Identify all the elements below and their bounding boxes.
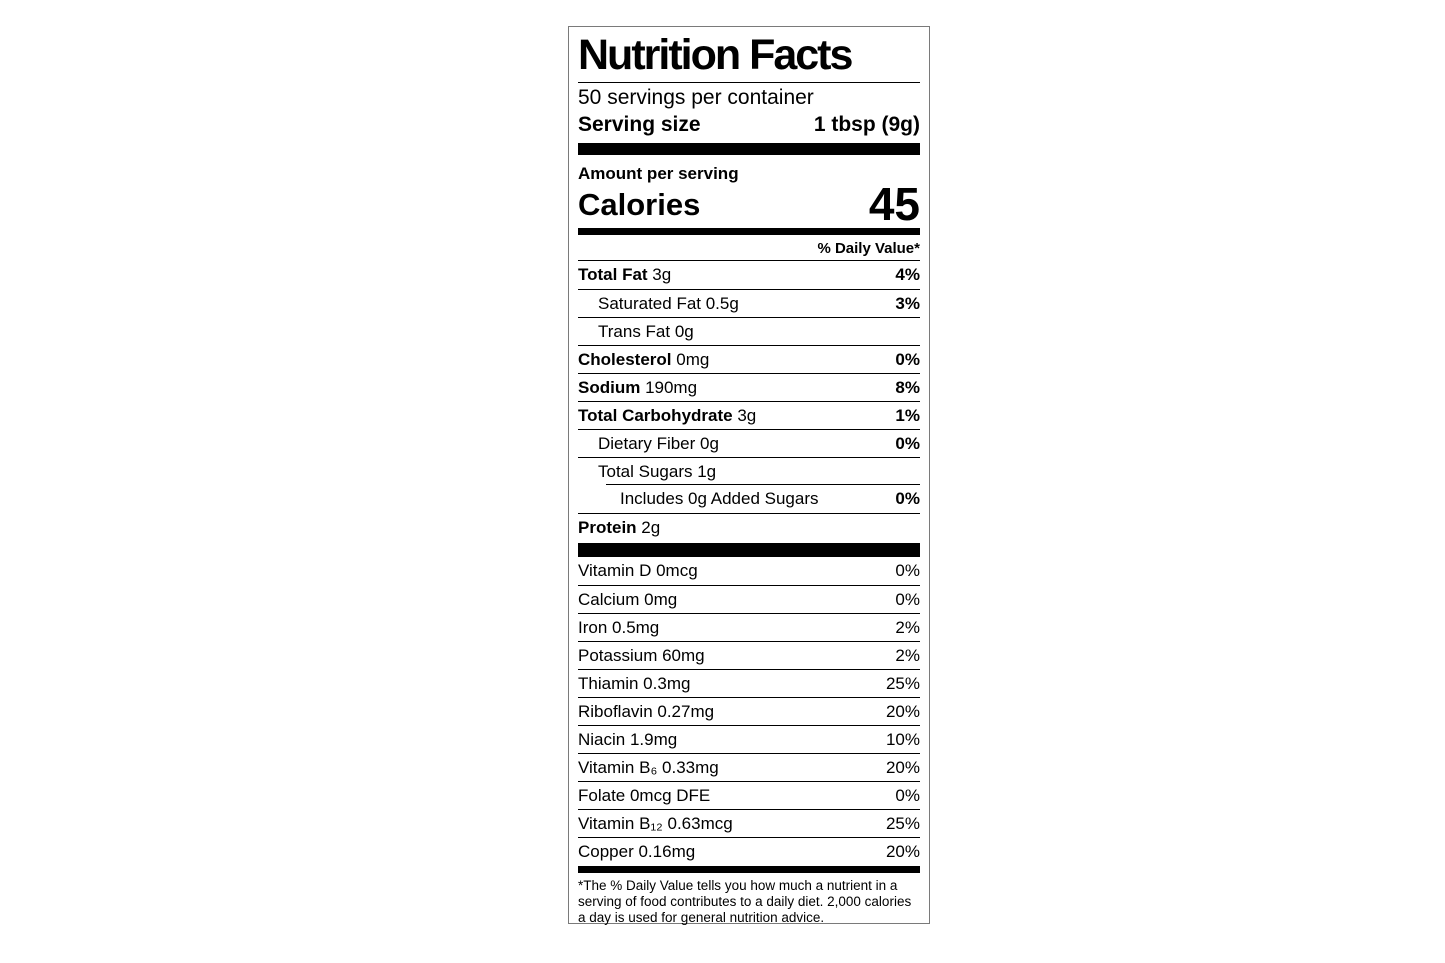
daily-value-footnote: *The % Daily Value tells you how much a … (578, 878, 912, 925)
divider-bar-thick (578, 143, 920, 155)
nutrient-text: Total Carbohydrate 3g (578, 406, 757, 425)
nutrient-text: Iron 0.5mg (578, 618, 660, 637)
micronutrient-row: Potassium 60mg 2% (578, 641, 920, 669)
serving-size-value: 1 tbsp (9g) (813, 113, 920, 136)
micronutrient-row: Thiamin 0.3mg 25% (578, 669, 920, 697)
daily-value-percent: 20% (885, 758, 920, 777)
nutrient-text: Copper 0.16mg (578, 842, 696, 861)
micronutrient-row: Vitamin B₆ 0.33mg 20% (578, 753, 920, 781)
servings-per-container: 50 servings per container (578, 86, 814, 109)
daily-value-percent: 20% (885, 702, 920, 721)
nutrient-row: Includes 0g Added Sugars 0% (578, 484, 920, 513)
amount-per-serving-label: Amount per serving (578, 164, 739, 183)
nutrient-row: Trans Fat 0g (578, 317, 920, 345)
nutrient-text: Calcium 0mg (578, 590, 678, 609)
nutrient-rows: Total Fat 3g 4% Saturated Fat 0.5g 3% Trans … (578, 261, 920, 541)
daily-value-percent: 0% (895, 561, 920, 580)
nutrient-text: Dietary Fiber 0g (598, 434, 719, 453)
daily-value-percent: 10% (885, 730, 920, 749)
title-divider (578, 82, 920, 83)
micronutrient-row: Copper 0.16mg 20% (578, 837, 920, 865)
daily-value-header: % Daily Value* (578, 235, 920, 261)
daily-value-percent: 25% (885, 674, 920, 693)
daily-value-percent: 3% (895, 294, 920, 313)
micronutrient-row: Iron 0.5mg 2% (578, 613, 920, 641)
nutrient-text: Vitamin B₁₂ 0.63mcg (578, 814, 733, 833)
divider-bar-footer (578, 866, 920, 873)
micronutrient-row: Calcium 0mg 0% (578, 585, 920, 613)
nutrient-row: Dietary Fiber 0g 0% (578, 429, 920, 457)
daily-value-percent: 2% (895, 646, 920, 665)
daily-value-percent: 0% (895, 350, 920, 369)
daily-value-percent: 8% (895, 378, 920, 397)
nutrient-text: Vitamin D 0mcg (578, 561, 698, 580)
nutrient-text: Niacin 1.9mg (578, 730, 678, 749)
nutrient-row: Protein 2g (578, 513, 920, 541)
nutrition-facts-label: Nutrition Facts 50 servings per containe… (568, 26, 930, 925)
nutrient-text: Thiamin 0.3mg (578, 674, 691, 693)
calories-value: 45 (868, 178, 920, 230)
label-title: Nutrition Facts (578, 31, 853, 79)
daily-value-percent: 20% (885, 842, 920, 861)
calories-row: Calories 45 (578, 178, 920, 230)
micronutrient-row: Vitamin D 0mcg 0% (578, 557, 920, 585)
nutrient-text: Riboflavin 0.27mg (578, 702, 715, 721)
serving-size-label: Serving size (578, 113, 701, 136)
daily-value-percent: 2% (895, 618, 920, 637)
daily-value-percent: 0% (895, 434, 920, 453)
nutrient-row: Saturated Fat 0.5g 3% (578, 289, 920, 317)
micronutrient-row: Riboflavin 0.27mg 20% (578, 697, 920, 725)
nutrient-text: Sodium 190mg (578, 378, 698, 397)
nutrient-row: Sodium 190mg 8% (578, 373, 920, 401)
daily-value-percent: 0% (895, 786, 920, 805)
nutrient-text: Folate 0mcg DFE (578, 786, 711, 805)
divider-bar-medium (578, 228, 920, 235)
daily-value-percent: 0% (895, 489, 920, 508)
calories-label: Calories (578, 187, 701, 222)
nutrient-text: Potassium 60mg (578, 646, 705, 665)
nutrient-text: Includes 0g Added Sugars (620, 489, 819, 508)
serving-size-row: Serving size 1 tbsp (9g) (578, 111, 920, 138)
micronutrient-row: Vitamin B₁₂ 0.63mcg 25% (578, 809, 920, 837)
daily-value-percent: 25% (885, 814, 920, 833)
nutrient-text: Total Fat 3g (578, 265, 672, 284)
nutrient-text: Saturated Fat 0.5g (598, 294, 739, 313)
daily-value-percent: 0% (895, 590, 920, 609)
daily-value-percent: 1% (895, 406, 920, 425)
divider-bar-extra-thick (578, 543, 920, 557)
micronutrient-rows: Vitamin D 0mcg 0% Calcium 0mg 0% Iron 0.5mg 2… (578, 557, 920, 865)
micronutrient-row: Folate 0mcg DFE 0% (578, 781, 920, 809)
nutrient-row: Total Sugars 1g (578, 457, 920, 485)
nutrient-text: Total Sugars 1g (598, 462, 717, 481)
daily-value-percent: 4% (895, 265, 920, 284)
nutrient-row: Total Carbohydrate 3g 1% (578, 401, 920, 429)
nutrient-row: Cholesterol 0mg 0% (578, 345, 920, 373)
micronutrient-row: Niacin 1.9mg 10% (578, 725, 920, 753)
nutrient-text: Cholesterol 0mg (578, 350, 710, 369)
nutrient-text: Trans Fat 0g (598, 322, 694, 341)
nutrient-text: Protein 2g (578, 518, 661, 537)
nutrient-text: Vitamin B₆ 0.33mg (578, 758, 719, 777)
nutrient-row: Total Fat 3g 4% (578, 261, 920, 289)
